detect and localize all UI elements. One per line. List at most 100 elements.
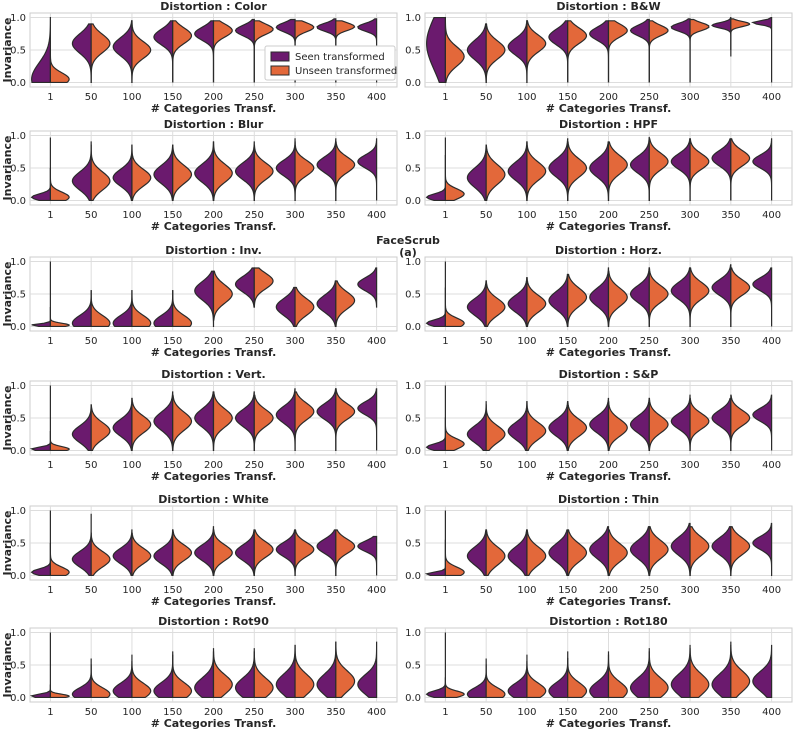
x-tick-label: 100 xyxy=(517,92,536,103)
violin-unseen xyxy=(172,529,193,577)
y-tick-label: 0.5 xyxy=(405,661,421,672)
x-tick-label: 350 xyxy=(721,336,740,347)
violin-unseen xyxy=(485,529,506,577)
x-tick-label: 50 xyxy=(480,210,493,221)
violin-seen xyxy=(234,141,255,202)
x-tick-label: 300 xyxy=(286,585,305,596)
x-tick-label: 250 xyxy=(640,92,659,103)
violin-unseen xyxy=(567,141,588,202)
violin-seen xyxy=(752,267,773,327)
violin-unseen xyxy=(648,651,669,699)
violin-unseen xyxy=(212,391,233,452)
super-subtitle: (a) xyxy=(399,246,416,259)
legend-swatch-unseen xyxy=(270,65,290,76)
violin-seen xyxy=(357,267,378,308)
y-tick-label: 1.0 xyxy=(405,506,421,517)
x-tick-label: 250 xyxy=(245,92,264,103)
x-tick-label: 250 xyxy=(245,336,264,347)
y-tick-label: 1.0 xyxy=(10,131,26,142)
legend-label: Seen transformed xyxy=(295,52,385,63)
panel-title: Distortion : B&W xyxy=(556,0,660,13)
violin-seen xyxy=(507,141,528,202)
violin-seen xyxy=(357,388,378,451)
violin-seen xyxy=(752,522,773,576)
x-tick-label: 1 xyxy=(442,92,448,103)
x-axis-label: # Categories Transf. xyxy=(151,470,277,483)
x-tick-label: 250 xyxy=(245,460,264,471)
violin-unseen xyxy=(90,664,111,699)
x-tick-label: 200 xyxy=(204,707,223,718)
violin-unseen xyxy=(607,529,628,577)
x-tick-label: 400 xyxy=(762,210,781,221)
violin-unseen xyxy=(294,141,315,202)
violin-unseen xyxy=(212,648,233,699)
violin-unseen xyxy=(131,290,152,328)
violin-unseen xyxy=(172,20,193,83)
x-axis-label: # Categories Transf. xyxy=(151,595,277,608)
x-tick-label: 150 xyxy=(558,336,577,347)
x-tick-label: 200 xyxy=(204,460,223,471)
panel-title: Distortion : S&P xyxy=(559,368,659,381)
x-axis-label: # Categories Transf. xyxy=(546,717,672,730)
violin-unseen xyxy=(253,394,274,452)
x-axis-label: # Categories Transf. xyxy=(546,470,672,483)
x-tick-label: 150 xyxy=(163,460,182,471)
violin-seen xyxy=(316,280,337,328)
violin-unseen xyxy=(131,144,152,202)
x-tick-label: 400 xyxy=(762,336,781,347)
x-tick-label: 200 xyxy=(599,707,618,718)
violin-unseen xyxy=(90,532,111,577)
x-tick-label: 350 xyxy=(326,210,345,221)
y-tick-label: 0.5 xyxy=(10,539,26,550)
y-tick-label: 0.0 xyxy=(10,693,26,704)
violin-seen xyxy=(629,397,650,452)
y-axis-label: Invariance xyxy=(1,136,14,201)
x-tick-label: 50 xyxy=(480,707,493,718)
violin-seen xyxy=(589,267,610,328)
violin-seen xyxy=(234,529,255,577)
violin-unseen xyxy=(90,144,111,202)
violin-unseen xyxy=(335,141,356,202)
panel-8: 0.00.51.01 50 100 150 200 250 300 350 400Distort… xyxy=(405,368,793,483)
violin-seen xyxy=(548,401,569,452)
violin-seen xyxy=(466,658,487,699)
x-tick-label: 250 xyxy=(640,585,659,596)
legend-swatch-seen xyxy=(270,51,290,62)
x-tick-label: 200 xyxy=(599,585,618,596)
violin-unseen xyxy=(567,529,588,577)
legend-label: Unseen transformed xyxy=(295,66,397,77)
y-tick-label: 1.0 xyxy=(405,257,421,268)
x-tick-label: 150 xyxy=(163,336,182,347)
violin-unseen xyxy=(730,526,751,577)
panel-7: 0.00.51.01 50 100 150 200 250 300 350 400Distort… xyxy=(1,368,398,483)
y-tick-label: 0.0 xyxy=(405,693,421,704)
violin-unseen xyxy=(526,277,547,328)
violin-unseen xyxy=(49,684,70,699)
x-tick-label: 250 xyxy=(640,210,659,221)
y-tick-label: 0.5 xyxy=(10,414,26,425)
violin-seen xyxy=(426,16,446,84)
y-tick-label: 0.5 xyxy=(405,46,421,57)
x-tick-label: 100 xyxy=(122,210,141,221)
violin-unseen xyxy=(689,18,710,83)
x-tick-label: 50 xyxy=(85,92,98,103)
x-tick-label: 100 xyxy=(517,707,536,718)
y-tick-label: 0.5 xyxy=(405,414,421,425)
x-tick-label: 50 xyxy=(85,585,98,596)
violin-unseen xyxy=(730,138,751,201)
violin-seen xyxy=(71,658,92,699)
x-tick-label: 100 xyxy=(122,707,141,718)
y-tick-label: 1.0 xyxy=(405,381,421,392)
violin-unseen xyxy=(131,397,152,452)
violin-unseen xyxy=(444,155,465,202)
violin-unseen xyxy=(335,388,356,451)
violin-unseen xyxy=(526,401,547,452)
x-axis-label: # Categories Transf. xyxy=(151,717,277,730)
x-tick-label: 200 xyxy=(599,92,618,103)
x-tick-label: 400 xyxy=(762,92,781,103)
violin-unseen xyxy=(607,270,628,328)
violin-unseen xyxy=(294,286,315,328)
x-axis-label: # Categories Transf. xyxy=(546,220,672,233)
violin-unseen xyxy=(90,290,111,328)
violin-unseen xyxy=(730,644,751,699)
